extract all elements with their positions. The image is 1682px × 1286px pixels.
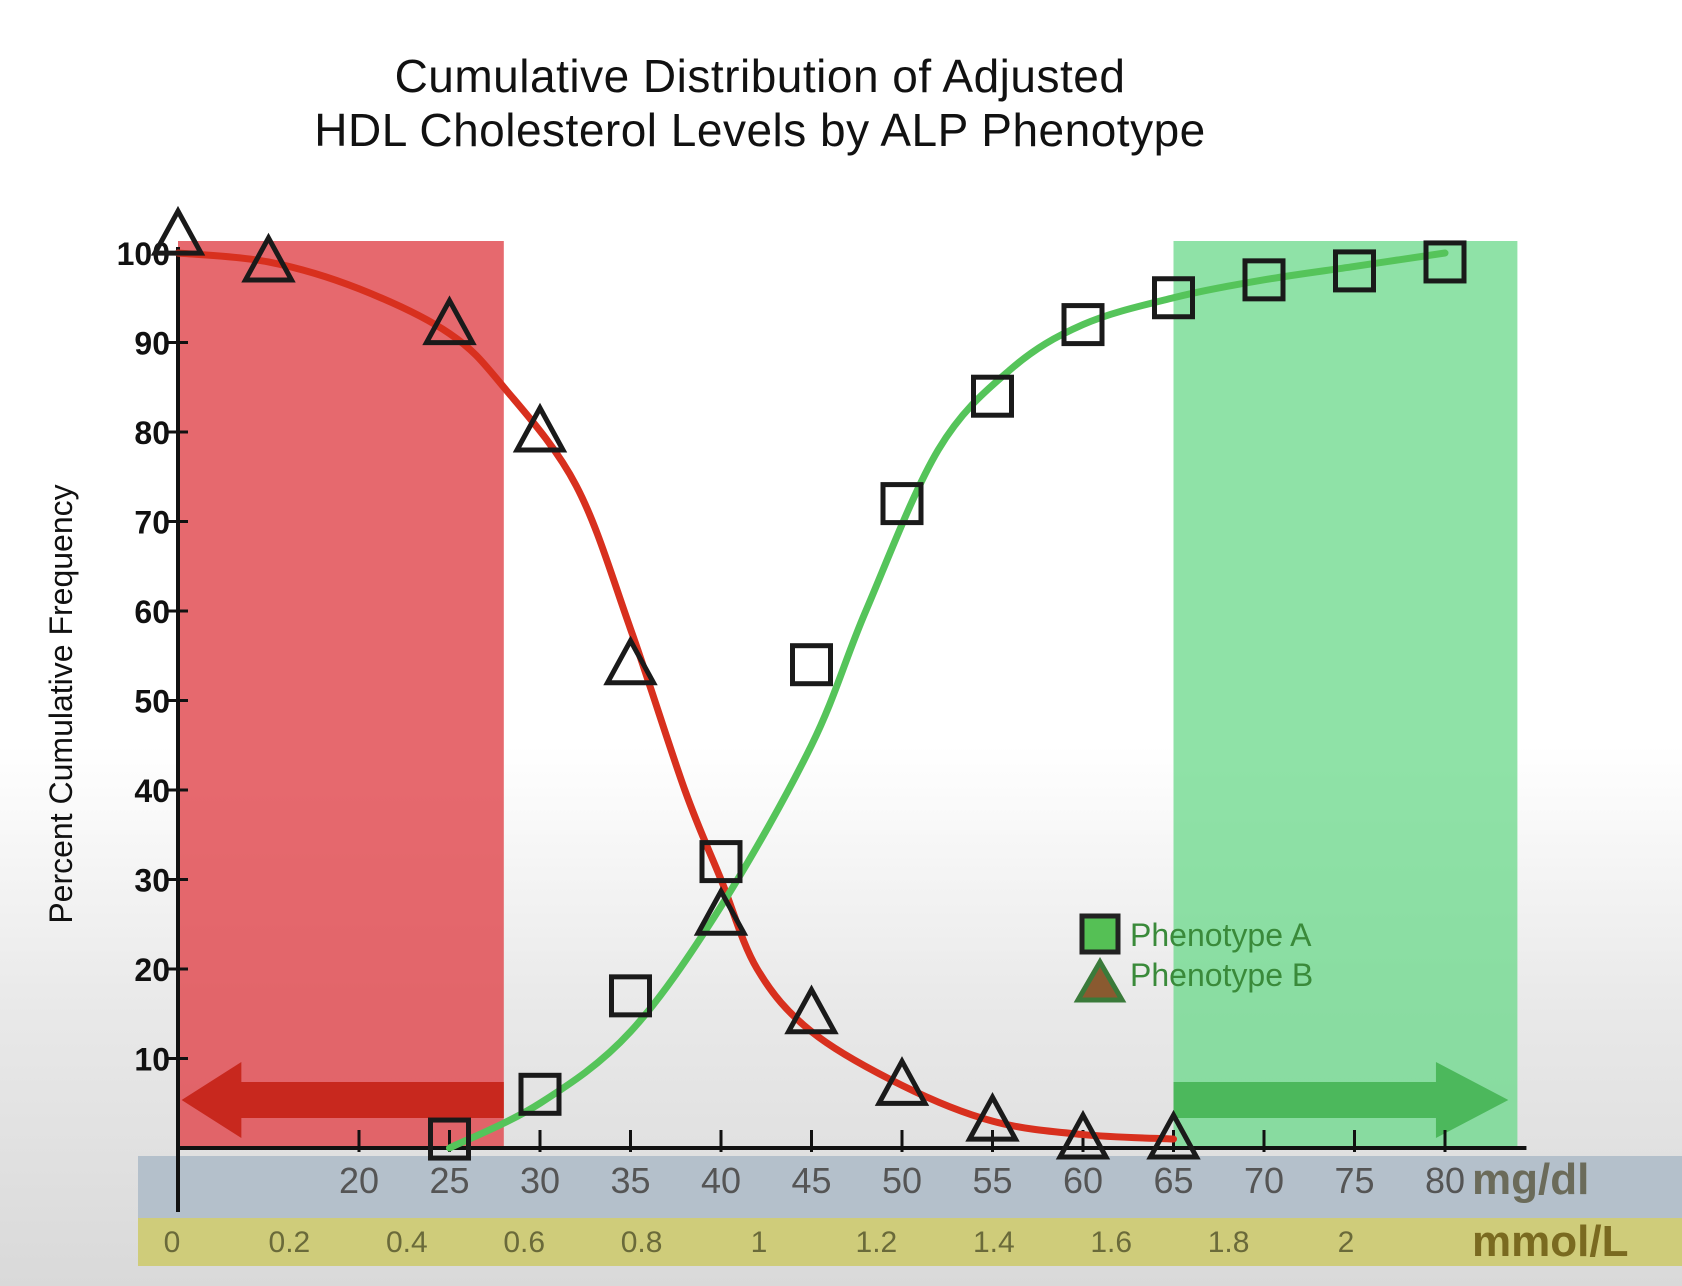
x-tick-label-mmol: 1.8: [1208, 1226, 1250, 1259]
y-tick-label: 70: [134, 505, 170, 541]
shaded-regions: [178, 241, 1518, 1148]
marker-phenotype-b: [241, 232, 296, 283]
x-tick-label-mgdl: 40: [701, 1160, 741, 1201]
marker-phenotype-a: [609, 974, 652, 1018]
y-tick-label: 40: [134, 773, 170, 809]
x-tick-label-mmol: 1.2: [856, 1226, 898, 1259]
marker-phenotype-a: [428, 1117, 471, 1161]
y-tick-label: 30: [134, 863, 170, 899]
marker-phenotype-b: [874, 1056, 930, 1106]
marker-phenotype-a: [518, 1072, 562, 1116]
y-axis-label: Percent Cumulative Frequency: [43, 484, 79, 923]
marker-phenotype-a: [971, 374, 1014, 418]
marker-phenotype-b: [1055, 1109, 1111, 1160]
x-tick-label-mgdl: 70: [1244, 1160, 1284, 1201]
mgdl-band: [138, 1156, 1682, 1218]
low-hdl-region: [178, 241, 504, 1148]
x-tick-label-mmol: 0.4: [386, 1226, 428, 1259]
marker-phenotype-a: [1242, 258, 1286, 302]
data-markers: [150, 205, 1467, 1161]
y-tick-label: 90: [134, 326, 170, 362]
curve-phenotype-b: [174, 249, 1177, 1143]
x-tick-label-mmol: 1.6: [1090, 1226, 1132, 1259]
y-tick-label: 50: [134, 684, 170, 720]
x-tick-label-mgdl: 30: [520, 1160, 560, 1201]
marker-phenotype-a: [790, 643, 833, 687]
marker-phenotype-a: [1061, 303, 1105, 347]
x-tick-label-mgdl: 50: [882, 1160, 922, 1201]
legend-label-a: Phenotype A: [1130, 917, 1312, 953]
marker-phenotype-b: [693, 886, 749, 936]
marker-phenotype-b: [150, 205, 206, 256]
x-tick-label-mgdl: 65: [1153, 1160, 1193, 1201]
marker-phenotype-b: [512, 402, 568, 453]
legend-square-marker: [1079, 913, 1121, 955]
marker-phenotype-b: [1146, 1109, 1201, 1160]
marker-phenotype-b: [422, 295, 477, 346]
high-hdl-region: [1173, 241, 1518, 1148]
mmol-band: [138, 1218, 1682, 1266]
marker-phenotype-a: [1152, 276, 1195, 320]
legend-triangle-marker: [1073, 957, 1127, 1003]
x-tick-label-mgdl: 45: [791, 1160, 831, 1201]
marker-phenotype-a: [1333, 249, 1376, 293]
x-tick-label-mmol: 0: [164, 1226, 181, 1259]
legend: Phenotype A Phenotype B: [1073, 913, 1313, 1003]
right-arrow: [1173, 1062, 1509, 1138]
y-tick-label: 10: [134, 1042, 170, 1078]
left-arrow: [181, 1062, 504, 1138]
y-tick-label: 60: [134, 594, 170, 630]
x-tick-label-mgdl: 75: [1334, 1160, 1374, 1201]
x-tick-label-mgdl: 60: [1063, 1160, 1103, 1201]
x-tick-label-mgdl: 80: [1425, 1160, 1465, 1201]
x-tick-label-mgdl: 55: [972, 1160, 1012, 1201]
x-tick-label-mgdl: 20: [339, 1160, 379, 1201]
y-tick-label: 80: [134, 415, 170, 451]
x-tick-label-mmol: 1.4: [973, 1226, 1015, 1259]
x-unit-mmol: mmol/L: [1472, 1217, 1628, 1266]
x-tick-label-mmol: 0.8: [621, 1226, 663, 1259]
marker-phenotype-a: [1423, 240, 1467, 284]
x-tick-label-mgdl: 35: [610, 1160, 650, 1201]
marker-phenotype-a: [880, 482, 924, 526]
marker-phenotype-a: [699, 840, 743, 884]
x-tick-label-mmol: 2: [1338, 1226, 1355, 1259]
y-tick-label: 20: [134, 952, 170, 988]
chart-title-line-1: Cumulative Distribution of Adjusted: [395, 50, 1126, 102]
x-unit-mgdl: mg/dl: [1472, 1155, 1589, 1204]
x-tick-label-mmol: 1: [751, 1226, 768, 1259]
marker-phenotype-b: [965, 1091, 1020, 1142]
x-tick-label-mmol: 0.6: [503, 1226, 545, 1259]
axes: [138, 247, 1682, 1266]
x-tick-label-mmol: 0.2: [269, 1226, 311, 1259]
x-tick-label-mgdl: 25: [429, 1160, 469, 1201]
legend-label-b: Phenotype B: [1130, 957, 1313, 993]
marker-phenotype-b: [784, 984, 839, 1035]
chart-title-line-2: HDL Cholesterol Levels by ALP Phenotype: [314, 104, 1205, 156]
marker-phenotype-b: [603, 635, 658, 686]
